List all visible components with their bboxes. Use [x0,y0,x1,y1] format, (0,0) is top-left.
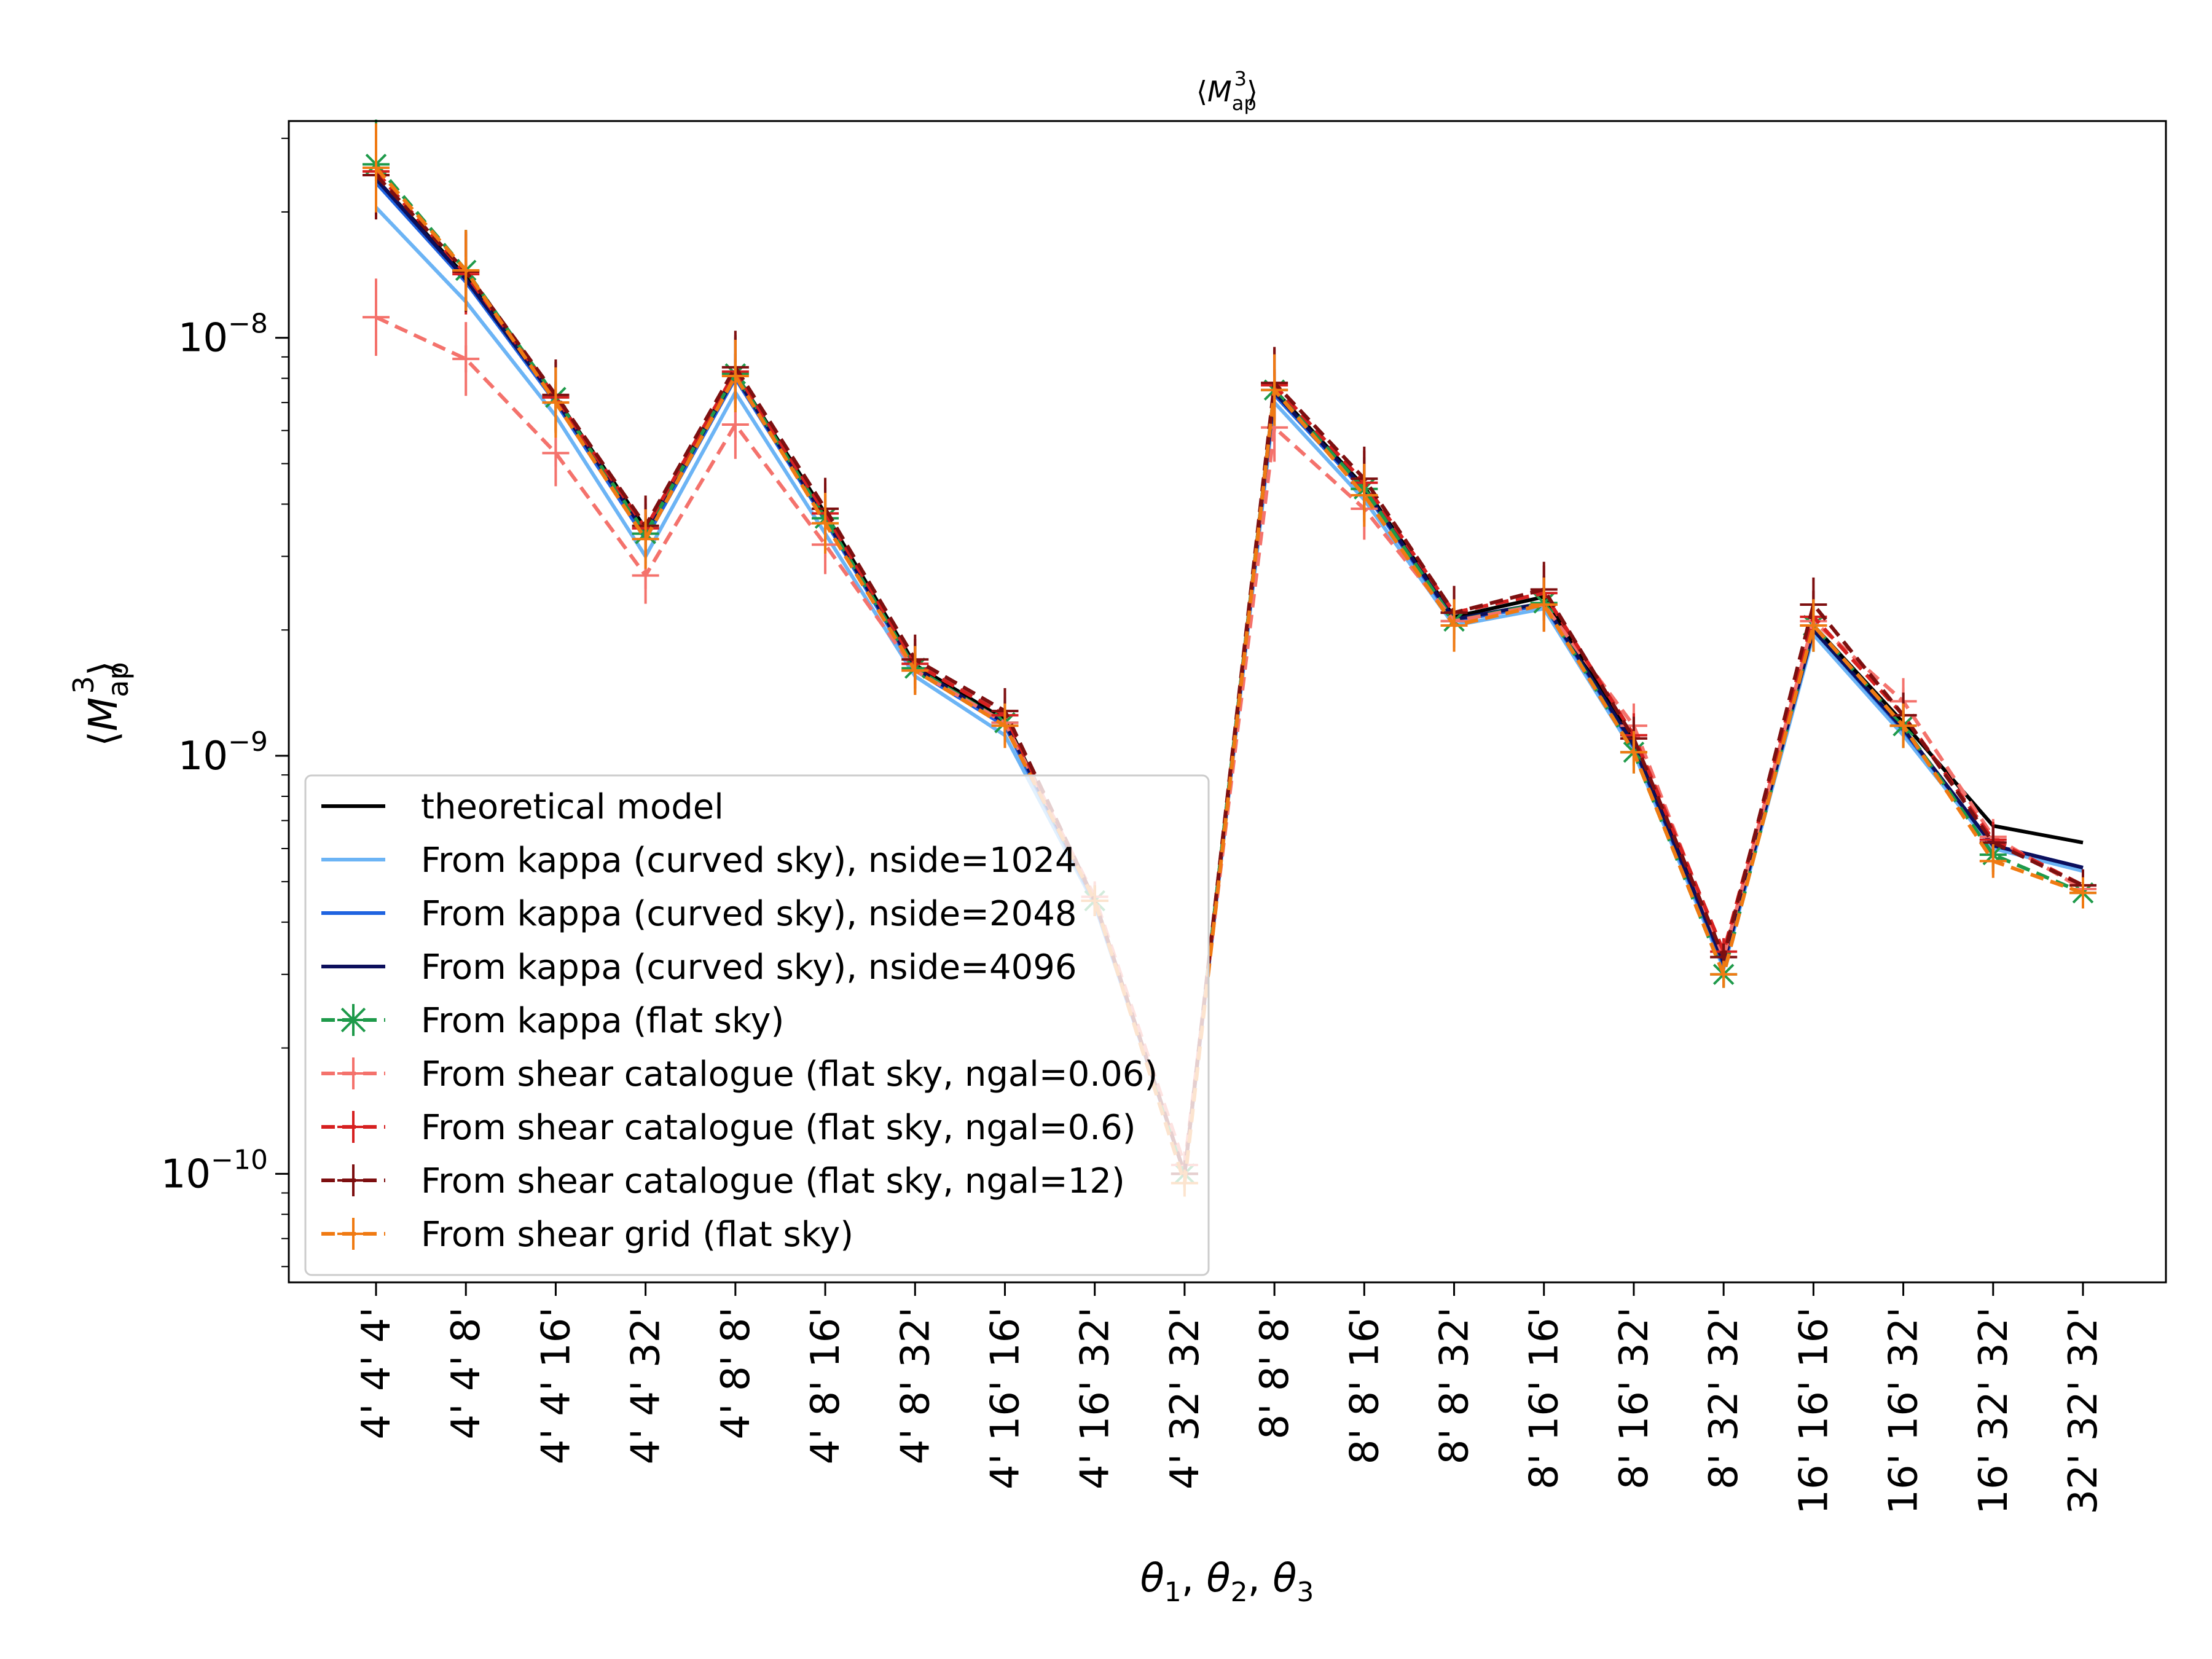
legend-label-0: theoretical model [421,787,724,827]
legend-entry-1: From kappa (curved sky), nside=1024 [321,841,1077,880]
x-tick-label-2: 4' 4' 16' [533,1307,579,1464]
legend-label-6: From shear catalogue (flat sky, ngal=0.6… [421,1108,1136,1148]
plot-area-frame [288,120,2167,1284]
legend-label-4: From kappa (flat sky) [421,1001,784,1041]
series-lines [363,119,2096,1197]
x-tick-label-16: 16' 16' 16' [1791,1307,1837,1515]
legend-entry-2: From kappa (curved sky), nside=2048 [321,894,1077,934]
series-8 [363,123,2096,1197]
x-tick-label-18: 16' 32' 32' [1971,1307,2017,1515]
legend-label-3: From kappa (curved sky), nside=4096 [421,947,1077,987]
x-tick-label-1: 4' 4' 8' [444,1307,489,1440]
x-tick-label-9: 4' 32' 32' [1163,1307,1208,1489]
data-point-5-1 [452,345,480,373]
data-point-8-11 [1351,482,1378,509]
legend-entry-3: From kappa (curved sky), nside=4096 [321,947,1077,987]
data-point-8-14 [1620,739,1647,766]
legend-marker-6 [337,1111,369,1143]
x-tick-label-11: 8' 8' 16' [1342,1307,1387,1464]
x-tick-label-5: 4' 8' 16' [803,1307,849,1464]
x-tick-label-15: 8' 32' 32' [1701,1307,1747,1489]
legend-label-7: From shear catalogue (flat sky, ngal=12) [421,1161,1125,1201]
legend-marker-7 [337,1164,369,1196]
data-point-8-18 [1979,847,2007,875]
legend-label-2: From kappa (curved sky), nside=2048 [421,894,1077,934]
x-tick-label-0: 4' 4' 4' [354,1307,399,1440]
data-point-8-12 [1440,611,1468,639]
y-tick-label-2: 10−10 [161,1144,268,1197]
x-axis-label: θ1, θ2, θ3 [1140,1556,1314,1608]
x-tick-label-10: 8' 8' 8' [1252,1307,1298,1440]
legend: theoretical model From kappa (curved sky)… [304,774,1210,1276]
series-line-5 [375,315,2084,1167]
data-point-8-0 [363,154,390,182]
x-tick-label-19: 32' 32' 32' [2061,1307,2106,1515]
x-tick-label-7: 4' 16' 16' [982,1307,1028,1489]
legend-entry-6: From shear catalogue (flat sky, ngal=0.6… [321,1108,1136,1148]
data-point-8-13 [1530,590,1558,618]
x-tick-label-13: 8' 16' 16' [1522,1307,1567,1489]
legend-entry-5: From shear catalogue (flat sky, ngal=0.0… [321,1054,1158,1094]
data-point-8-1 [452,256,480,284]
data-point-8-2 [542,389,570,417]
data-point-8-17 [1889,712,1917,740]
x-tick-label-12: 8' 8' 32' [1432,1307,1478,1464]
series-line-8 [374,167,2084,1185]
x-tick-label-8: 4' 16' 32' [1073,1307,1118,1489]
data-point-5-2 [542,439,570,467]
y-tick-label-0: 10−8 [178,308,268,361]
data-point-5-4 [721,410,749,438]
legend-marker-5 [337,1057,369,1089]
legend-label-5: From shear catalogue (flat sky, ngal=0.0… [421,1054,1158,1094]
legend-entry-0: theoretical model [321,787,724,827]
x-tick-label-6: 4' 8' 32' [893,1307,938,1464]
data-point-8-7 [991,712,1019,740]
y-axis-label-sub: ap [101,662,135,697]
legend-entry-8: From shear grid (flat sky) [321,1215,853,1255]
data-point-8-5 [812,509,839,537]
chart-title: ⟨Map3⟩ [1196,67,1258,115]
x-tick-label-14: 8' 16' 32' [1612,1307,1657,1489]
y-tick-label-1: 10−9 [178,726,268,779]
legend-marker-4 [337,1004,369,1036]
x-tick-label-4: 4' 8' 8' [713,1307,759,1440]
y-axis-label-sup: 3 [67,676,100,694]
legend-entry-7: From shear catalogue (flat sky, ngal=12) [321,1161,1125,1201]
data-point-8-10 [1261,376,1288,404]
x-tick-label-17: 16' 16' 32' [1881,1307,1927,1515]
legend-label-1: From kappa (curved sky), nside=1024 [421,841,1077,880]
data-point-8-3 [632,525,659,553]
data-point-8-4 [721,363,749,390]
chart-title-sup: 3 [1234,67,1247,90]
data-point-8-6 [901,657,929,684]
legend-entry-4: From kappa (flat sky) [321,1001,784,1041]
data-point-5-0 [363,304,390,331]
axes: 10−8 10−9 10−10 4' 4' 4' 4' 4' 8' 4' 4' 16' 4'… [161,138,2106,1515]
data-point-8-16 [1800,611,1827,639]
legend-label-8: From shear grid (flat sky) [421,1215,853,1255]
legend-marker-8 [337,1218,369,1250]
data-point-8-19 [2069,879,2096,907]
chart-title-sub: ap [1232,92,1257,115]
x-tick-label-3: 4' 4' 32' [624,1307,669,1464]
legend-box [304,774,1210,1276]
data-point-8-15 [1710,960,1738,988]
